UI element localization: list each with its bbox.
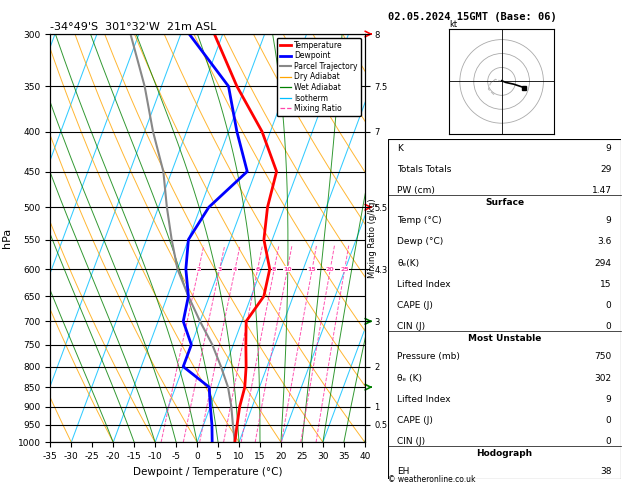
Text: 2: 2 — [196, 266, 201, 272]
Text: PW (cm): PW (cm) — [398, 186, 435, 195]
Text: 20: 20 — [326, 266, 335, 272]
Text: K: K — [398, 144, 403, 153]
Text: 4: 4 — [233, 266, 237, 272]
Text: 15: 15 — [308, 266, 316, 272]
Text: Most Unstable: Most Unstable — [468, 334, 541, 344]
Text: -34°49'S  301°32'W  21m ASL: -34°49'S 301°32'W 21m ASL — [50, 22, 217, 32]
Text: EH: EH — [398, 468, 409, 476]
Text: Lifted Index: Lifted Index — [398, 279, 451, 289]
Text: CIN (J): CIN (J) — [398, 437, 426, 446]
Text: 0: 0 — [606, 416, 611, 425]
Text: 25: 25 — [340, 266, 349, 272]
Text: CIN (J): CIN (J) — [398, 322, 426, 331]
Text: 6: 6 — [255, 266, 260, 272]
Text: Lifted Index: Lifted Index — [398, 395, 451, 403]
Text: θₑ (K): θₑ (K) — [398, 374, 423, 382]
Text: 29: 29 — [600, 165, 611, 174]
Text: 302: 302 — [594, 374, 611, 382]
Text: CAPE (J): CAPE (J) — [398, 301, 433, 310]
Text: CAPE (J): CAPE (J) — [398, 416, 433, 425]
Text: 9: 9 — [606, 216, 611, 226]
Text: 9: 9 — [606, 144, 611, 153]
Text: θₑ(K): θₑ(K) — [398, 259, 420, 268]
Text: © weatheronline.co.uk: © weatheronline.co.uk — [388, 474, 476, 484]
Text: 02.05.2024 15GMT (Base: 06): 02.05.2024 15GMT (Base: 06) — [388, 12, 557, 22]
X-axis label: Dewpoint / Temperature (°C): Dewpoint / Temperature (°C) — [133, 467, 282, 477]
Text: 9: 9 — [606, 395, 611, 403]
Text: Surface: Surface — [485, 198, 524, 208]
Text: Pressure (mb): Pressure (mb) — [398, 352, 460, 362]
Text: 0: 0 — [606, 437, 611, 446]
Text: 3.6: 3.6 — [597, 238, 611, 246]
Y-axis label: km
ASL: km ASL — [399, 227, 418, 249]
Text: Temp (°C): Temp (°C) — [398, 216, 442, 226]
FancyBboxPatch shape — [388, 139, 621, 479]
Text: 15: 15 — [600, 279, 611, 289]
Text: 3: 3 — [218, 266, 222, 272]
Text: 10: 10 — [283, 266, 292, 272]
Text: 750: 750 — [594, 352, 611, 362]
Text: Dewp (°C): Dewp (°C) — [398, 238, 443, 246]
Text: 8: 8 — [272, 266, 276, 272]
Text: 0: 0 — [606, 301, 611, 310]
Text: 0: 0 — [606, 322, 611, 331]
Text: 38: 38 — [600, 468, 611, 476]
Text: Totals Totals: Totals Totals — [398, 165, 452, 174]
Legend: Temperature, Dewpoint, Parcel Trajectory, Dry Adiabat, Wet Adiabat, Isotherm, Mi: Temperature, Dewpoint, Parcel Trajectory… — [277, 38, 361, 116]
Text: Mixing Ratio (g/kg): Mixing Ratio (g/kg) — [368, 198, 377, 278]
Y-axis label: hPa: hPa — [2, 228, 12, 248]
Text: Hodograph: Hodograph — [476, 450, 533, 458]
Text: kt: kt — [449, 20, 457, 29]
Text: 1.47: 1.47 — [591, 186, 611, 195]
Text: 294: 294 — [594, 259, 611, 268]
Text: LCL: LCL — [421, 424, 437, 433]
